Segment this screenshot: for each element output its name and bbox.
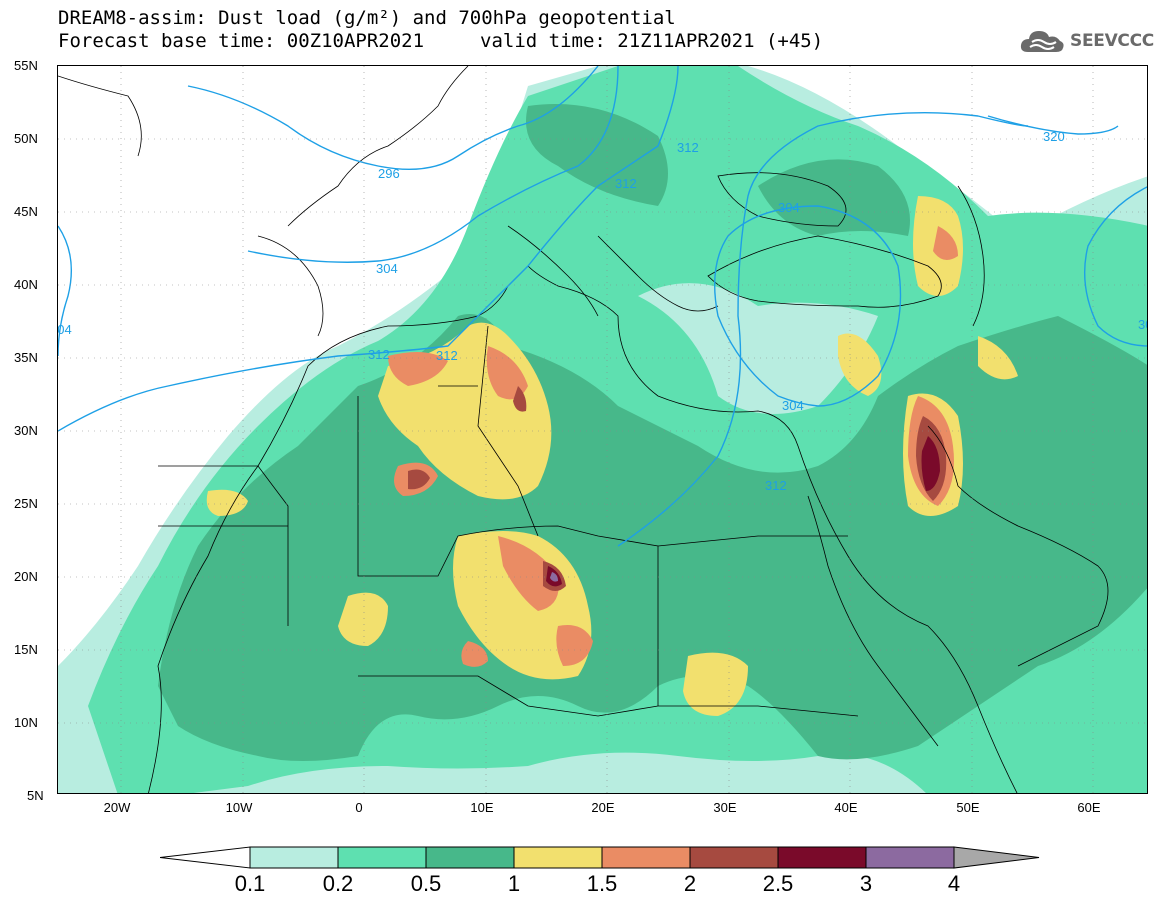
- contour-label: 312: [765, 478, 787, 493]
- contour-label: 312: [677, 140, 699, 155]
- lat-label: 25N: [14, 496, 38, 511]
- colorbar-tick-label: 3: [859, 871, 873, 896]
- colorbar-tick-label: 4: [947, 871, 961, 896]
- lon-label: 10W: [225, 800, 253, 815]
- map-subtitle: Forecast base time: 00Z10APR2021 valid ti…: [58, 30, 823, 52]
- colorbar-tick-label: 0.2: [322, 871, 354, 896]
- colorbar-tick-label: 1.5: [586, 871, 618, 896]
- colorbar-tick-label: 2: [683, 871, 697, 896]
- coastlines: [58, 66, 1109, 793]
- colorbar-segment: [337, 846, 427, 869]
- base-time: Forecast base time: 00Z10APR2021: [58, 30, 425, 52]
- contour-label: 304: [778, 200, 800, 215]
- lat-label: 55N: [14, 58, 38, 73]
- dust-layer-3.0: [550, 572, 558, 582]
- dust-layer-1.5: [388, 226, 958, 667]
- colorbar-tick-label: 1: [507, 871, 521, 896]
- lon-label: 60E: [1077, 800, 1101, 815]
- lat-label: 15N: [14, 642, 38, 657]
- contour-304-atlantic: [58, 225, 73, 357]
- colorbar-tick-label: 0.1: [234, 871, 266, 896]
- lat-label: 40N: [14, 277, 38, 292]
- contour-304-east: [714, 205, 902, 407]
- lon-label: 20W: [103, 800, 131, 815]
- lat-label: 10N: [14, 715, 38, 730]
- lon-label: 10E: [470, 800, 494, 815]
- colorbar-tick-label: 0.5: [410, 871, 442, 896]
- contour-label: 304: [58, 322, 72, 337]
- lon-label: 20E: [591, 800, 615, 815]
- colorbar-tick-label: 2.5: [762, 871, 794, 896]
- contour-label: 296: [378, 166, 400, 181]
- lat-label: 35N: [14, 350, 38, 365]
- dust-shading: [58, 66, 1147, 793]
- colorbar-segment: [865, 846, 955, 869]
- colorbar-segment: [777, 846, 867, 869]
- colorbar-segment: [425, 846, 515, 869]
- lat-label: 30N: [14, 423, 38, 438]
- colorbar-segment: [249, 846, 339, 869]
- geopotential-contours: [58, 66, 1147, 547]
- contour-labels: 296 304 312 312 312 312 304 304 312 320 …: [58, 129, 1148, 493]
- lat-label: 5N: [27, 788, 44, 803]
- contour-296: [187, 66, 599, 170]
- colorbar-under-arrow: [160, 846, 251, 869]
- dust-layer-0.5: [158, 104, 1147, 761]
- dust-map: 296 304 312 312 312 312 304 304 312 320 …: [57, 65, 1148, 794]
- colorbar-segment: [513, 846, 603, 869]
- contour-label: 312: [436, 348, 458, 363]
- contour-label: 304: [376, 261, 398, 276]
- lon-label: 40E: [834, 800, 858, 815]
- colorbar-segment: [601, 846, 691, 869]
- contour-label: 304: [1138, 317, 1148, 332]
- contour-304-far-east: [1084, 186, 1147, 347]
- contour-label: 312: [368, 347, 390, 362]
- seevccc-logo: SEEVCCC: [1018, 25, 1154, 57]
- colorbar-over-arrow: [953, 846, 1040, 869]
- lat-label: 50N: [14, 131, 38, 146]
- lat-label: 20N: [14, 569, 38, 584]
- contour-320: [987, 115, 1119, 135]
- cloud-icon: [1020, 31, 1064, 52]
- contour-label: 304: [782, 398, 804, 413]
- contour-label: 312: [615, 176, 637, 191]
- lon-label: 50E: [956, 800, 980, 815]
- map-title: DREAM8-assim: Dust load (g/m²) and 700hP…: [58, 7, 676, 29]
- colorbar: [160, 846, 1040, 869]
- lat-label: 45N: [14, 204, 38, 219]
- contour-304-west: [247, 66, 619, 263]
- lon-label: 0: [355, 800, 363, 815]
- contour-312-west: [58, 66, 679, 432]
- contour-label: 320: [1043, 129, 1065, 144]
- logo-text: SEEVCCC: [1070, 31, 1154, 51]
- contour-312-east: [617, 111, 1029, 547]
- lon-label: 30E: [713, 800, 737, 815]
- colorbar-segment: [689, 846, 779, 869]
- valid-time: valid time: 21Z11APR2021 (+45): [480, 30, 824, 52]
- map-canvas: 296 304 312 312 312 312 304 304 312 320 …: [58, 66, 1148, 793]
